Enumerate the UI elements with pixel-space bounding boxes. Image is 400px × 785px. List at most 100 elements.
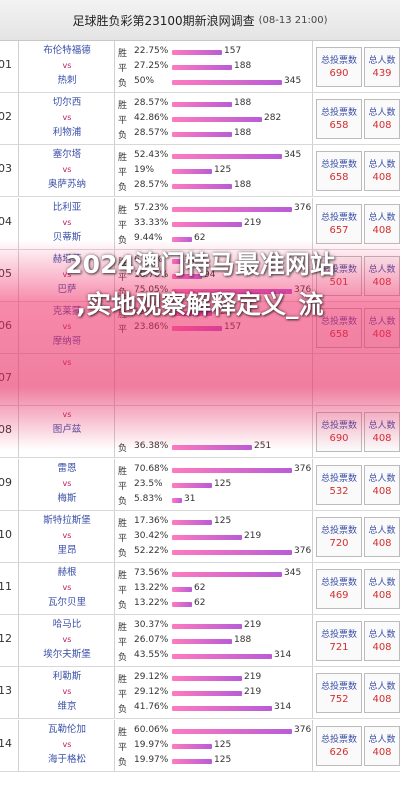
vs-label: vs (62, 61, 72, 70)
win-count: 157 (224, 46, 242, 56)
home-team[interactable]: 切尔西 (52, 97, 82, 108)
column-divider (114, 93, 115, 144)
win-bar-row: 胜 60.06% 376 (118, 724, 311, 739)
loss-count: 62 (194, 598, 206, 608)
loss-bar-fill (172, 706, 272, 711)
column-divider (114, 198, 115, 249)
win-bar-fill (172, 154, 282, 159)
column-divider (18, 720, 19, 771)
total-votes-box-title: 总投票数 (320, 630, 357, 640)
loss-label: 负 (118, 497, 128, 507)
win-count: 219 (244, 672, 262, 682)
total-people-box: 总人数 408 (364, 151, 400, 191)
total-votes-box-title: 总投票数 (320, 421, 357, 431)
vs-label: vs (62, 740, 72, 749)
column-divider (312, 667, 313, 718)
total-people-box-value: 408 (372, 538, 392, 549)
away-team[interactable]: 埃尔夫斯堡 (43, 649, 91, 660)
loss-bar-fill (172, 602, 192, 607)
total-votes-box: 总投票数 658 (316, 99, 362, 139)
match-teams: vs 图卢兹 (22, 408, 112, 456)
column-divider (312, 459, 313, 510)
match-row: 04 比利亚 vs 贝蒂斯胜 57.23% 376 平 33.33% 219 负 9.44% 62 总投… (0, 198, 400, 250)
home-team[interactable]: 布伦特福德 (43, 45, 91, 56)
win-bar-fill (172, 572, 282, 577)
column-divider (18, 511, 19, 562)
home-team[interactable]: 哈马比 (52, 619, 82, 630)
win-percent: 70.68% (134, 464, 169, 474)
loss-bar-fill (172, 184, 232, 189)
away-team[interactable]: 梅斯 (57, 493, 77, 504)
match-row: 03 塞尔塔 vs 奥萨苏纳 胜 52.43% 345 平 19% 125 负 28.57% 188 总投… (0, 145, 400, 197)
away-team[interactable]: 海于格松 (47, 754, 86, 765)
draw-count: 219 (244, 218, 262, 228)
home-team[interactable]: 利勒斯 (52, 671, 82, 682)
loss-count: 345 (284, 76, 302, 86)
vs-label: vs (62, 583, 72, 592)
away-team[interactable]: 摩纳哥 (52, 336, 82, 347)
loss-bar-row: 负 5.83% 31 (118, 493, 308, 508)
column-divider (18, 406, 19, 457)
draw-count: 62 (194, 583, 206, 593)
home-team[interactable]: 比利亚 (52, 202, 82, 213)
home-team[interactable]: 塞尔塔 (52, 149, 82, 160)
match-teams: vs (22, 356, 112, 404)
total-people-box-title: 总人数 (368, 160, 396, 170)
away-team[interactable]: 瓦尔贝里 (47, 597, 86, 608)
loss-percent: 50% (134, 76, 155, 86)
loss-bar-row: 负 43.55% 314 (118, 649, 308, 664)
column-divider (312, 720, 313, 771)
loss-percent: 28.57% (134, 128, 169, 138)
total-votes-box-value: 720 (329, 538, 349, 549)
away-team[interactable]: 图卢兹 (52, 424, 82, 435)
total-people-box-value: 408 (372, 225, 392, 236)
match-row: 07 vs (0, 354, 400, 406)
win-bar-row: 胜 29.12% 219 (118, 671, 308, 686)
home-team[interactable]: 瓦勒伦加 (47, 724, 86, 735)
loss-label: 负 (118, 183, 128, 193)
draw-bar-fill (172, 117, 262, 122)
column-divider (18, 667, 19, 718)
win-percent: 17.36% (134, 516, 169, 526)
draw-bar-fill (172, 691, 242, 696)
total-votes-box-value: 690 (329, 433, 349, 444)
loss-count: 251 (254, 441, 272, 451)
headline-line-1: 2024澳门特马最准网站 (65, 250, 335, 279)
win-bar-row: 胜 52.43% 345 (118, 149, 308, 164)
column-divider (312, 145, 313, 196)
loss-count: 314 (274, 702, 292, 712)
column-divider (312, 93, 313, 144)
vs-label: vs (62, 165, 72, 174)
home-team[interactable]: 雷恩 (57, 463, 77, 474)
total-people-box-value: 408 (372, 329, 392, 340)
loss-count: 62 (194, 233, 206, 243)
loss-bar-fill (172, 445, 252, 450)
win-count: 188 (234, 98, 252, 108)
home-team[interactable]: 斯特拉斯堡 (43, 515, 91, 526)
match-teams: 比利亚 vs 贝蒂斯 (22, 200, 112, 248)
away-team[interactable]: 热刺 (57, 75, 77, 86)
draw-bar-row: 平 26.07% 188 (118, 634, 308, 649)
vote-bars: 胜 28.57% 188 平 42.86% 282 负 28.57% 188 (118, 97, 308, 143)
home-team[interactable]: 赫根 (57, 567, 77, 578)
match-teams: 切尔西 vs 利物浦 (22, 95, 112, 143)
vote-bars: 胜 29.12% 219 平 29.12% 219 负 41.76% 314 (118, 671, 308, 717)
win-count: 125 (214, 516, 232, 526)
loss-bar-row (118, 388, 308, 403)
vote-bars: 胜 17.36% 125 平 30.42% 219 负 52.22% 376 (118, 515, 311, 561)
match-number: 10 (0, 528, 12, 541)
draw-count: 188 (234, 61, 252, 71)
away-team[interactable]: 维京 (57, 701, 77, 712)
draw-percent: 13.22% (134, 583, 169, 593)
match-number: 03 (0, 162, 12, 175)
total-people-box-value: 408 (372, 642, 392, 653)
away-team[interactable]: 奥萨苏纳 (47, 179, 86, 190)
away-team[interactable]: 贝蒂斯 (52, 232, 82, 243)
draw-label: 平 (118, 116, 128, 126)
draw-bar-fill (172, 326, 222, 331)
loss-bar-row: 负 50% 345 (118, 75, 308, 90)
away-team[interactable]: 利物浦 (52, 127, 82, 138)
total-people-box-value: 408 (372, 486, 392, 497)
away-team[interactable]: 里昂 (57, 545, 77, 556)
loss-label: 负 (118, 758, 128, 768)
